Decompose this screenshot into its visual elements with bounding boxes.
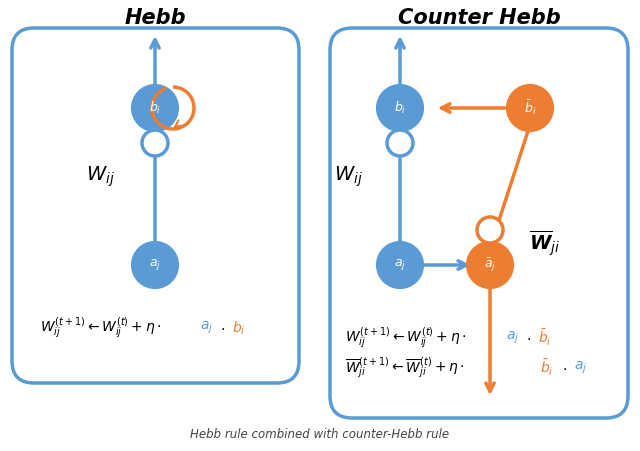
Text: $\bar{b}_i$: $\bar{b}_i$ — [524, 99, 536, 117]
Text: $\cdot $: $\cdot $ — [220, 321, 225, 335]
Text: $\overline{W}_{ji}^{(t+1)} \leftarrow \overline{W}_{ji}^{(t)} + \eta \cdot $: $\overline{W}_{ji}^{(t+1)} \leftarrow \o… — [345, 355, 465, 381]
Text: $b_i$: $b_i$ — [232, 319, 246, 337]
Text: Hebb rule combined with counter-Hebb rule: Hebb rule combined with counter-Hebb rul… — [191, 428, 449, 442]
Circle shape — [133, 86, 177, 130]
Text: $\bar{b}_i$: $\bar{b}_i$ — [540, 358, 554, 378]
Text: $a_j$: $a_j$ — [200, 320, 213, 336]
FancyBboxPatch shape — [12, 28, 299, 383]
Text: $a_j$: $a_j$ — [574, 360, 588, 376]
Circle shape — [133, 243, 177, 287]
Text: Counter Hebb: Counter Hebb — [397, 8, 561, 28]
Circle shape — [378, 86, 422, 130]
Circle shape — [508, 86, 552, 130]
Text: $\overline{\boldsymbol{W}}_{ji}$: $\overline{\boldsymbol{W}}_{ji}$ — [529, 228, 561, 258]
Text: $a_j$: $a_j$ — [394, 258, 406, 272]
Text: $b_i$: $b_i$ — [149, 100, 161, 116]
Text: $a_j$: $a_j$ — [506, 330, 519, 346]
Circle shape — [477, 217, 503, 243]
Text: $\cdot $: $\cdot $ — [526, 331, 531, 345]
Text: $\cdot $: $\cdot $ — [562, 361, 567, 375]
Text: $b_i$: $b_i$ — [394, 100, 406, 116]
Text: $a_j$: $a_j$ — [149, 258, 161, 272]
Circle shape — [378, 243, 422, 287]
FancyBboxPatch shape — [330, 28, 628, 418]
Text: $\boldsymbol{W_{ij}}$: $\boldsymbol{W_{ij}}$ — [333, 164, 362, 189]
Circle shape — [142, 130, 168, 156]
Text: $W_{ij}^{(t+1)} \leftarrow W_{ij}^{(t)} + \eta \cdot $: $W_{ij}^{(t+1)} \leftarrow W_{ij}^{(t)} … — [345, 326, 467, 350]
Text: $\bar{b}_i$: $\bar{b}_i$ — [538, 328, 552, 348]
Text: $\boldsymbol{W_{ij}}$: $\boldsymbol{W_{ij}}$ — [86, 164, 115, 189]
Circle shape — [468, 243, 512, 287]
Text: Hebb: Hebb — [125, 8, 186, 28]
Text: $W_{ij}^{(t+1)} \leftarrow W_{ij}^{(t)} + \eta \cdot $: $W_{ij}^{(t+1)} \leftarrow W_{ij}^{(t)} … — [40, 316, 161, 341]
Circle shape — [387, 130, 413, 156]
Text: $\bar{a}_j$: $\bar{a}_j$ — [484, 256, 496, 274]
